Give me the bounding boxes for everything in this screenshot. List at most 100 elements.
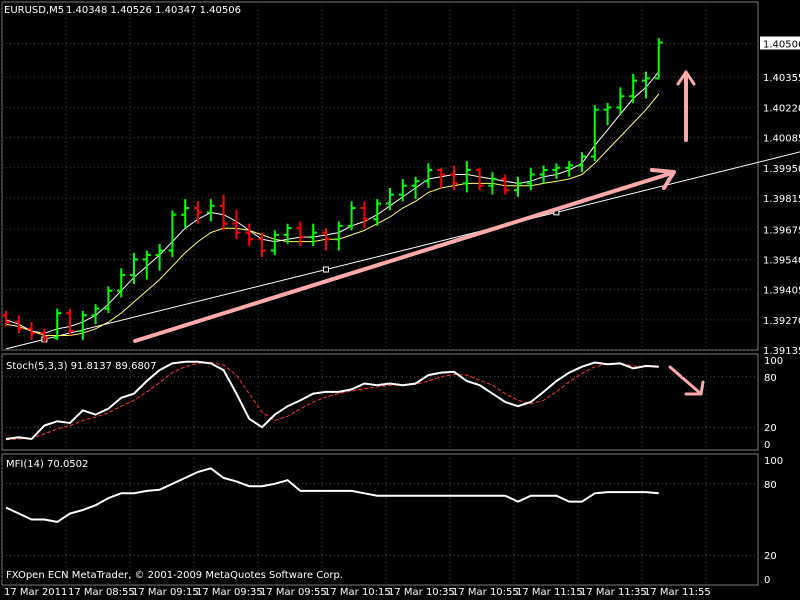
price-bar[interactable] — [616, 87, 625, 115]
time-tick-label: 17 Mar 08:55 — [68, 587, 135, 598]
price-bar[interactable] — [475, 167, 484, 191]
price-bar[interactable] — [590, 105, 599, 162]
symbol-label: EURUSD,M5 — [4, 5, 64, 16]
uptrend-arrow-head — [650, 168, 676, 190]
price-bar[interactable] — [270, 230, 279, 255]
panel-frames — [1, 1, 759, 586]
price-tick-label: 1.39270 — [763, 316, 800, 327]
time-tick-label: 17 Mar 09:55 — [260, 587, 327, 598]
time-tick-label: 17 Mar 10:15 — [324, 587, 391, 598]
price-bar[interactable] — [219, 194, 228, 231]
time-tick-label: 17 Mar 10:35 — [388, 587, 455, 598]
price-bar[interactable] — [565, 161, 574, 177]
stochastic-panel — [2, 360, 758, 441]
price-bar[interactable] — [654, 38, 663, 80]
price-bar[interactable] — [206, 199, 215, 222]
current-price-label: 1.40506 — [763, 39, 800, 50]
trendline-line — [5, 151, 800, 350]
price-bar[interactable] — [232, 210, 241, 240]
price-bar[interactable] — [142, 250, 151, 280]
copyright-text: FXOpen ECN MetaTrader, © 2001-2009 MetaQ… — [6, 570, 343, 581]
price-bar[interactable] — [53, 308, 62, 340]
price-tick-label: 1.39135 — [763, 346, 800, 357]
current-price-box — [760, 36, 800, 50]
price-tick-label: 1.40220 — [763, 103, 800, 114]
ma-slow-line — [5, 93, 660, 336]
price-bar[interactable] — [450, 165, 458, 191]
price-tick-label: 1.40355 — [763, 73, 800, 84]
time-tick-label: 17 Mar 2011 — [4, 587, 67, 598]
price-bar[interactable] — [309, 223, 318, 247]
price-bar[interactable] — [40, 328, 49, 343]
price-bar[interactable] — [91, 304, 100, 325]
price-bar[interactable] — [603, 102, 612, 126]
price-bar[interactable] — [130, 252, 138, 285]
price-bar[interactable] — [104, 286, 113, 314]
price-bar[interactable] — [347, 201, 356, 231]
price-bar[interactable] — [539, 165, 548, 184]
price-bar[interactable] — [642, 71, 650, 99]
stoch-tick-label: 0 — [764, 440, 770, 451]
price-bar[interactable] — [526, 167, 535, 191]
stoch-tick-label: 80 — [764, 373, 777, 384]
uptrend-arrow-shaft — [133, 171, 674, 343]
price-bar[interactable] — [334, 221, 343, 251]
price-bar[interactable] — [194, 201, 202, 224]
price-bar[interactable] — [245, 223, 254, 247]
price-bar[interactable] — [283, 223, 292, 244]
price-bar[interactable] — [27, 322, 36, 340]
price-bar[interactable] — [322, 228, 330, 251]
price-axis: 1.40506 1.40355 1.40220 1.40085 1.39950 1.398… — [760, 36, 800, 586]
stoch-tick-label: 100 — [764, 356, 783, 367]
price-bar[interactable] — [2, 310, 10, 327]
price-bars[interactable] — [2, 38, 663, 343]
time-tick-label: 17 Mar 09:15 — [132, 587, 199, 598]
stoch-tick-label: 20 — [764, 423, 777, 434]
mfi-panel — [2, 467, 758, 556]
price-bar[interactable] — [168, 210, 177, 258]
stoch-main-line — [5, 360, 659, 441]
price-tick-label: 1.39675 — [763, 225, 800, 236]
price-bar[interactable] — [258, 232, 266, 258]
price-bar[interactable] — [629, 73, 638, 103]
price-bar[interactable] — [552, 163, 561, 179]
price-bar[interactable] — [488, 172, 497, 195]
price-bar[interactable] — [78, 310, 87, 340]
down-arrow-head — [684, 380, 705, 396]
price-tick-label: 1.39405 — [763, 286, 800, 297]
price-bar[interactable] — [437, 167, 446, 188]
price-grid — [1, 2, 758, 585]
mfi-title: MFI(14) 70.0502 — [6, 459, 88, 470]
time-tick-label: 17 Mar 11:15 — [516, 587, 583, 598]
price-bar[interactable] — [117, 268, 126, 298]
price-bar[interactable] — [373, 199, 382, 226]
price-bar[interactable] — [578, 152, 586, 173]
ohlc-label: 1.40348 1.40526 1.40347 1.40506 — [66, 5, 241, 16]
price-bar[interactable] — [360, 201, 369, 229]
price-bar[interactable] — [514, 176, 522, 197]
price-bar[interactable] — [296, 221, 305, 247]
price-tick-label: 1.39950 — [763, 164, 800, 175]
panel-frame — [1, 1, 759, 351]
annotation-arrows — [133, 70, 705, 396]
price-bar[interactable] — [66, 308, 74, 336]
down-arrow-shaft — [668, 365, 702, 395]
price-bar[interactable] — [386, 187, 394, 211]
time-tick-label: 17 Mar 11:55 — [644, 587, 711, 598]
price-bar[interactable] — [155, 243, 164, 271]
price-bar[interactable] — [462, 161, 471, 193]
trend-marker — [323, 266, 329, 273]
price-tick-label: 1.39540 — [763, 255, 800, 266]
price-bar[interactable] — [181, 199, 190, 229]
price-bar[interactable] — [411, 176, 420, 200]
ma-fast-line — [5, 71, 660, 334]
stoch-signal-line — [5, 361, 659, 441]
price-bar[interactable] — [14, 315, 23, 334]
time-tick-label: 17 Mar 10:55 — [452, 587, 519, 598]
trendline — [5, 151, 800, 350]
price-bar[interactable] — [424, 163, 433, 188]
mfi-tick-label: 0 — [764, 575, 770, 586]
price-bar[interactable] — [501, 174, 510, 195]
price-bar[interactable] — [398, 178, 407, 202]
